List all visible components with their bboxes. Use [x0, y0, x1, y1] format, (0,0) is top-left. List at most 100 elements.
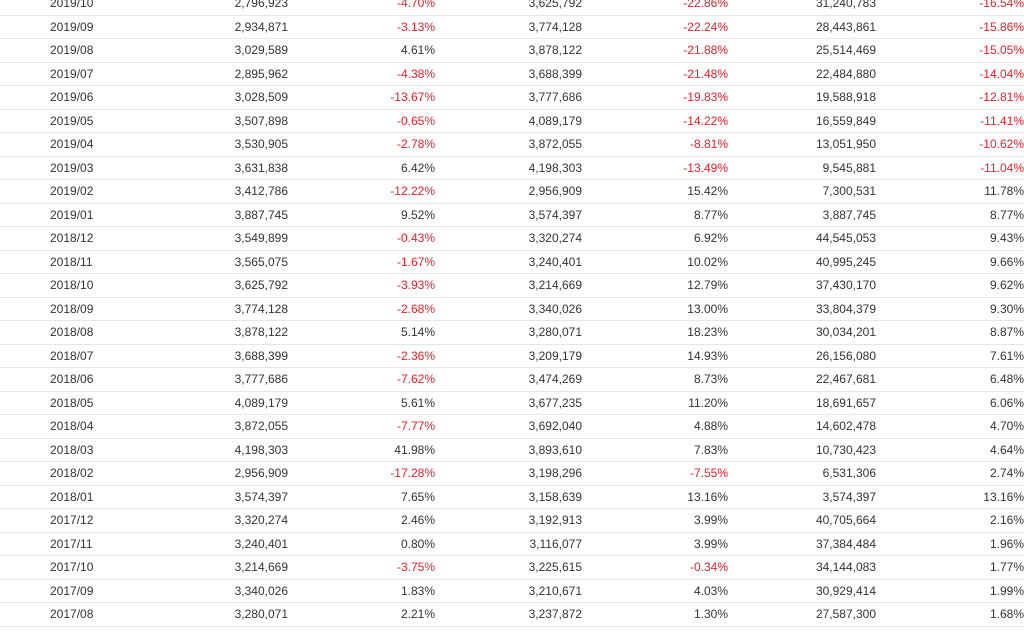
value-1-cell: 2,956,909	[150, 461, 288, 486]
month-cell: 2018/01	[0, 485, 150, 509]
cumulative-cell: 10,730,423	[728, 438, 876, 462]
cumulative-change-cell: 1.96%	[876, 532, 1024, 556]
value-1-cell: 3,412,786	[150, 179, 288, 204]
month-cell: 2019/07	[0, 62, 150, 86]
change-1-cell: 41.98%	[288, 438, 435, 462]
table-row: 2018/07 3,688,399 -2.36% 3,209,179 14.93% 26,…	[0, 344, 1024, 368]
cumulative-change-cell: 1.68%	[876, 602, 1024, 627]
cumulative-change-cell: -11.41%	[876, 109, 1024, 133]
table-row: 2019/10 2,796,923 -4.70% 3,625,792 -22.86% 31…	[0, 0, 1024, 16]
cumulative-change-cell: 8.77%	[876, 203, 1024, 227]
value-2-cell: 3,320,274	[435, 226, 582, 251]
month-cell: 2019/04	[0, 132, 150, 157]
cumulative-cell: 3,574,397	[728, 485, 876, 509]
table-row: 2017/12 3,320,274 2.46% 3,192,913 3.99% 40,70…	[0, 508, 1024, 533]
change-1-cell: -4.38%	[288, 62, 435, 86]
month-cell: 2017/11	[0, 532, 150, 556]
change-1-cell: 6.42%	[288, 156, 435, 180]
change-2-cell: -13.49%	[582, 156, 728, 180]
value-2-cell: 3,777,686	[435, 85, 582, 110]
cumulative-change-cell: 6.48%	[876, 367, 1024, 392]
change-1-cell: 4.61%	[288, 38, 435, 63]
change-1-cell: 1.83%	[288, 579, 435, 603]
change-1-cell: -13.67%	[288, 85, 435, 110]
change-1-cell: 5.14%	[288, 320, 435, 345]
cumulative-cell: 9,545,881	[728, 156, 876, 180]
month-cell: 2019/06	[0, 85, 150, 110]
cumulative-cell: 30,034,201	[728, 320, 876, 345]
table-row: 2019/01 3,887,745 9.52% 3,574,397 8.77% 3,887…	[0, 203, 1024, 227]
value-2-cell: 3,158,639	[435, 485, 582, 509]
cumulative-change-cell: 2.74%	[876, 461, 1024, 486]
cumulative-cell: 6,531,306	[728, 461, 876, 486]
cumulative-cell: 18,691,657	[728, 391, 876, 415]
table-row: 2017/11 3,240,401 0.80% 3,116,077 3.99% 37,38…	[0, 532, 1024, 556]
value-2-cell: 3,878,122	[435, 38, 582, 63]
cumulative-cell: 44,545,053	[728, 226, 876, 251]
month-cell: 2018/02	[0, 461, 150, 486]
table-row: 2019/07 2,895,962 -4.38% 3,688,399 -21.48% 22…	[0, 62, 1024, 86]
cumulative-cell: 22,484,880	[728, 62, 876, 86]
cumulative-cell: 26,156,080	[728, 344, 876, 368]
month-cell: 2018/04	[0, 414, 150, 439]
change-1-cell: 9.52%	[288, 203, 435, 227]
value-2-cell: 3,214,669	[435, 273, 582, 298]
change-2-cell: 8.73%	[582, 367, 728, 392]
value-2-cell: 3,209,179	[435, 344, 582, 368]
change-1-cell: -12.22%	[288, 179, 435, 204]
change-1-cell: 2.46%	[288, 508, 435, 533]
change-1-cell: -17.28%	[288, 461, 435, 486]
value-2-cell: 3,474,269	[435, 367, 582, 392]
value-2-cell: 3,688,399	[435, 62, 582, 86]
change-2-cell: 10.02%	[582, 250, 728, 274]
change-1-cell: 2.21%	[288, 602, 435, 627]
month-cell: 2018/05	[0, 391, 150, 415]
value-1-cell: 3,777,686	[150, 367, 288, 392]
cumulative-cell: 27,587,300	[728, 602, 876, 627]
change-2-cell: 1.30%	[582, 602, 728, 627]
month-cell: 2018/10	[0, 273, 150, 298]
cumulative-change-cell: -15.86%	[876, 15, 1024, 39]
cumulative-change-cell: 7.61%	[876, 344, 1024, 368]
value-1-cell: 3,214,669	[150, 555, 288, 580]
cumulative-change-cell: 9.62%	[876, 273, 1024, 298]
change-2-cell: 8.77%	[582, 203, 728, 227]
cumulative-change-cell: 9.66%	[876, 250, 1024, 274]
change-2-cell: 12.79%	[582, 273, 728, 298]
month-cell: 2018/09	[0, 297, 150, 321]
value-1-cell: 3,029,589	[150, 38, 288, 63]
change-2-cell: 13.16%	[582, 485, 728, 509]
table-row: 2018/08 3,878,122 5.14% 3,280,071 18.23% 30,0…	[0, 320, 1024, 345]
cumulative-change-cell: 6.06%	[876, 391, 1024, 415]
cumulative-cell: 40,705,664	[728, 508, 876, 533]
cumulative-cell: 3,887,745	[728, 203, 876, 227]
value-2-cell: 3,774,128	[435, 15, 582, 39]
month-cell: 2018/03	[0, 438, 150, 462]
value-2-cell: 3,872,055	[435, 132, 582, 157]
cumulative-cell: 37,384,484	[728, 532, 876, 556]
cumulative-cell: 7,300,531	[728, 179, 876, 204]
change-1-cell: 7.65%	[288, 485, 435, 509]
change-2-cell: -22.86%	[582, 0, 728, 16]
cumulative-cell: 37,430,170	[728, 273, 876, 298]
cumulative-cell: 13,051,950	[728, 132, 876, 157]
value-1-cell: 3,688,399	[150, 344, 288, 368]
month-cell: 2018/06	[0, 367, 150, 392]
value-1-cell: 3,774,128	[150, 297, 288, 321]
cumulative-cell: 31,240,783	[728, 0, 876, 16]
value-1-cell: 3,028,509	[150, 85, 288, 110]
month-cell: 2019/10	[0, 0, 150, 16]
change-2-cell: 7.83%	[582, 438, 728, 462]
change-1-cell: -3.13%	[288, 15, 435, 39]
cumulative-change-cell: 4.70%	[876, 414, 1024, 439]
change-2-cell: 13.00%	[582, 297, 728, 321]
table-row: 2019/02 3,412,786 -12.22% 2,956,909 15.42% 7,…	[0, 179, 1024, 204]
change-1-cell: -1.67%	[288, 250, 435, 274]
change-1-cell: -0.43%	[288, 226, 435, 251]
change-1-cell: -2.36%	[288, 344, 435, 368]
table-row: 2018/05 4,089,179 5.61% 3,677,235 11.20% 18,6…	[0, 391, 1024, 415]
change-2-cell: -8.81%	[582, 132, 728, 157]
change-1-cell: -7.62%	[288, 367, 435, 392]
